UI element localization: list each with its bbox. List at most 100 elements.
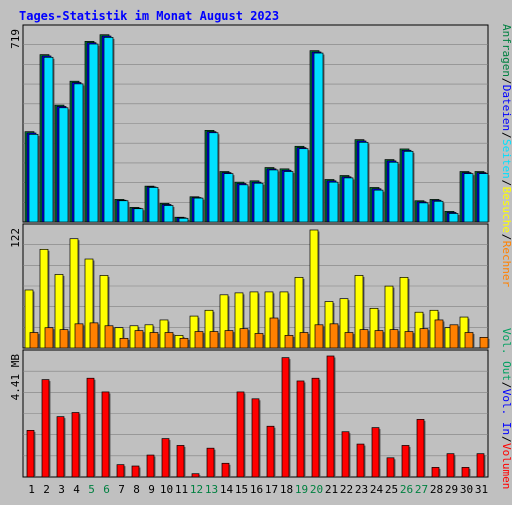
legend-item-seiten: Seiten	[500, 139, 512, 179]
x-tick-day-26: 26	[400, 483, 413, 496]
bar-volumen-day-21	[326, 355, 335, 478]
bar-volumen-day-2	[41, 379, 50, 478]
bar-seiten-day-22	[343, 177, 354, 223]
bar-volumen-day-17	[266, 425, 275, 478]
x-tick-day-2: 2	[43, 483, 50, 496]
bar-volumen-day-1	[26, 430, 35, 478]
bar-volumen-day-27	[416, 419, 425, 478]
bar-besuche-day-4	[69, 238, 79, 349]
bar-besuche-day-25	[384, 285, 394, 349]
bar-besuche-day-2	[39, 248, 49, 349]
legend-item-rechner: Rechner	[500, 241, 512, 288]
bar-rechner-day-20	[314, 324, 324, 349]
bar-rechner-day-8	[134, 330, 144, 349]
bar-seiten-day-24	[373, 189, 384, 223]
x-tick-day-3: 3	[58, 483, 65, 496]
bar-volumen-day-11	[176, 445, 185, 478]
bar-rechner-day-21	[329, 323, 339, 349]
bar-seiten-day-30	[463, 173, 474, 223]
bar-volumen-day-24	[371, 427, 380, 478]
bar-seiten-day-10	[163, 205, 174, 223]
bar-seiten-day-9	[148, 187, 159, 223]
x-tick-day-1: 1	[28, 483, 35, 496]
bar-volumen-day-14	[221, 462, 230, 478]
x-tick-day-21: 21	[325, 483, 338, 496]
bar-seiten-day-19	[298, 148, 309, 223]
x-tick-day-12: 12	[190, 483, 203, 496]
bar-seiten-day-5	[88, 43, 99, 223]
bar-seiten-day-4	[73, 83, 84, 223]
bar-seiten-day-13	[208, 132, 219, 223]
bar-seiten-day-12	[193, 197, 204, 223]
legend-separator: /	[500, 234, 512, 241]
bar-rechner-day-9	[149, 332, 159, 349]
legend-separator: /	[500, 382, 512, 389]
bar-rechner-day-11	[179, 337, 189, 349]
bar-seiten-day-26	[403, 150, 414, 223]
bar-volumen-day-29	[446, 453, 455, 478]
bar-rechner-day-2	[44, 327, 54, 349]
x-tick-day-9: 9	[148, 483, 155, 496]
x-axis-day-labels: 1 2 3 4 5 6 7 8 9 10 11 12 13 14 15 16 17 18 19 20 21 22 23 24 2…	[28, 483, 488, 496]
bar-besuche-day-23	[354, 275, 364, 349]
x-tick-day-17: 17	[265, 483, 278, 496]
bar-seiten-day-8	[133, 208, 144, 223]
x-tick-day-10: 10	[160, 483, 173, 496]
chart-title: Tages-Statistik im Monat August 2023	[19, 9, 279, 23]
bar-seiten-day-1	[28, 133, 39, 223]
bar-besuche-day-3	[54, 274, 64, 349]
bar-rechner-day-19	[299, 332, 309, 349]
bar-rechner-day-13	[209, 331, 219, 349]
bar-volumen-day-10	[161, 438, 170, 478]
bar-volumen-day-12	[191, 473, 200, 478]
bar-seiten-day-6	[103, 37, 114, 223]
x-tick-day-16: 16	[250, 483, 263, 496]
x-tick-day-25: 25	[385, 483, 398, 496]
bar-rechner-day-29	[449, 324, 459, 349]
legend-separator: /	[500, 132, 512, 139]
bar-besuche-day-16	[249, 291, 259, 349]
right-legend: Anfragen/Dateien/Seiten/Besuche/RechnerV…	[500, 24, 512, 489]
bar-besuche-day-18	[279, 291, 289, 349]
x-tick-day-29: 29	[445, 483, 458, 496]
bar-seiten-day-31	[478, 173, 489, 223]
x-tick-day-11: 11	[175, 483, 188, 496]
bar-volumen-day-4	[71, 412, 80, 478]
legend-item-dateien: Dateien	[500, 85, 512, 131]
bar-seiten-day-29	[448, 213, 459, 223]
bar-besuche-day-14	[219, 294, 229, 349]
x-tick-day-7: 7	[118, 483, 125, 496]
x-tick-day-15: 15	[235, 483, 248, 496]
bar-besuche-day-13	[204, 309, 214, 349]
bar-volumen-day-7	[116, 464, 125, 478]
bar-rechner-day-23	[359, 329, 369, 349]
x-tick-day-6: 6	[103, 483, 110, 496]
bar-rechner-day-24	[374, 330, 384, 349]
y-axis-max-label: 719	[9, 29, 22, 49]
bar-rechner-day-16	[254, 333, 264, 349]
bar-seiten-day-17	[268, 169, 279, 223]
legend-item-anfragen: Anfragen	[500, 24, 512, 77]
bar-seiten-day-7	[118, 200, 129, 223]
bar-besuche-day-20	[309, 229, 319, 349]
bar-besuche-day-5	[84, 258, 94, 349]
bar-volumen-day-13	[206, 447, 215, 478]
x-tick-day-31: 31	[475, 483, 488, 496]
bar-volumen-day-8	[131, 465, 140, 478]
bar-volumen-day-5	[86, 377, 95, 478]
bar-volumen-day-20	[311, 377, 320, 478]
bar-rechner-day-7	[119, 337, 129, 349]
bar-volumen-day-6	[101, 391, 110, 478]
bar-besuche-day-15	[234, 292, 244, 349]
bar-volumen-day-28	[431, 467, 440, 478]
bar-volumen-day-25	[386, 457, 395, 478]
bar-rechner-day-3	[59, 329, 69, 349]
bar-volumen-day-30	[461, 467, 470, 478]
bar-besuche-day-22	[339, 298, 349, 349]
x-tick-day-8: 8	[133, 483, 140, 496]
bar-seiten-day-25	[388, 161, 399, 223]
bar-volumen-day-9	[146, 454, 155, 478]
legend-item-vol-out: Vol. Out	[500, 328, 512, 381]
bar-seiten-day-2	[43, 56, 54, 223]
